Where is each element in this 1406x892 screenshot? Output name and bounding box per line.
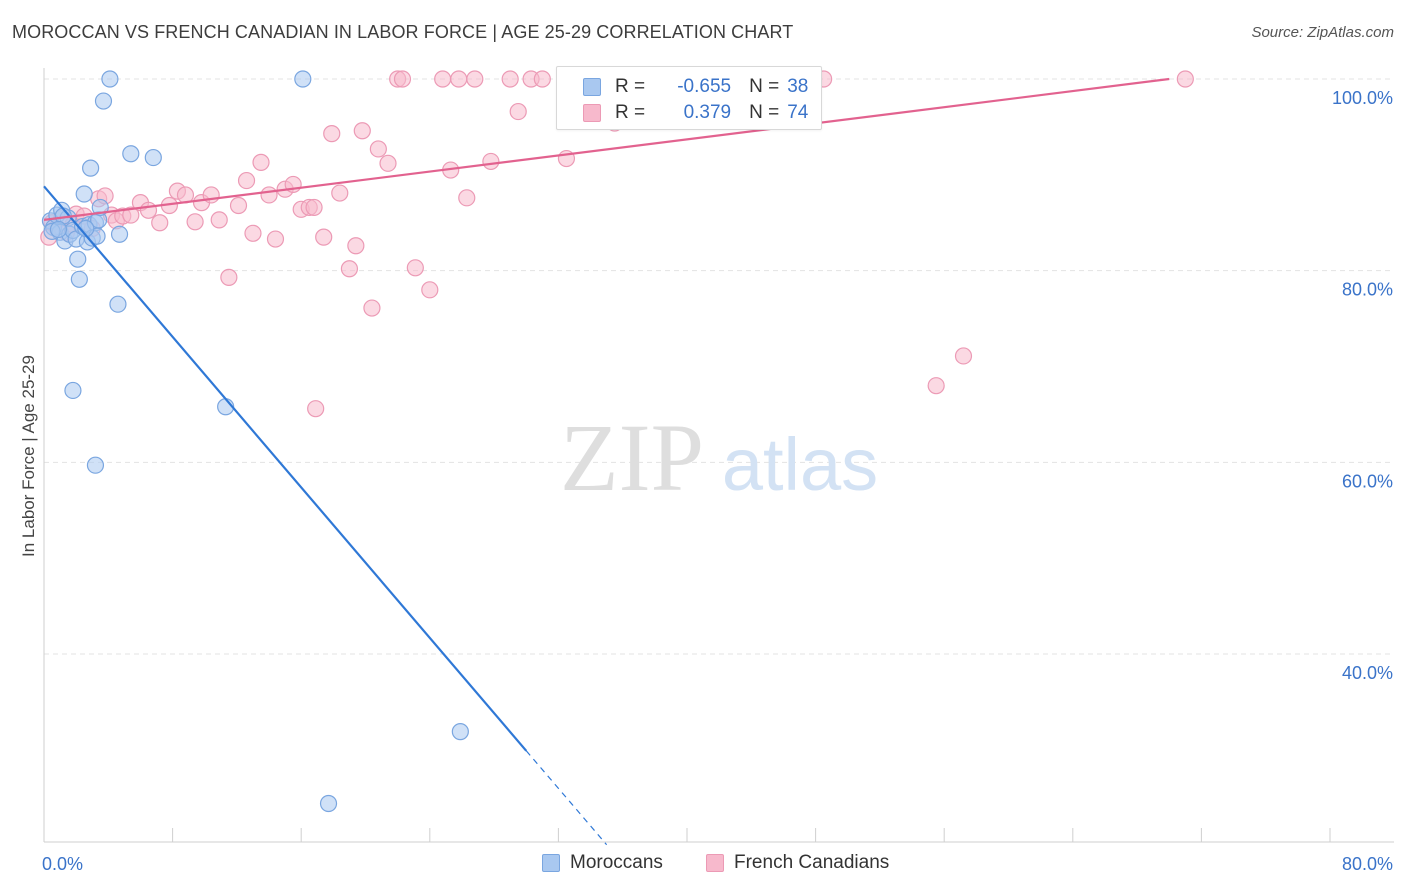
y-tick-label: 60.0% <box>1342 471 1393 491</box>
french-canadians-point <box>307 400 325 418</box>
tick-labels: 40.0% 60.0% 80.0% 100.0% 0.0% 80.0% <box>42 88 1393 874</box>
french-canadians-point <box>323 125 341 143</box>
moroccans-point <box>451 723 469 741</box>
moroccans-point <box>144 148 162 167</box>
moroccans-point <box>86 456 105 474</box>
french-canadians-point <box>927 377 945 395</box>
moroccans-swatch <box>583 78 601 96</box>
moroccans-point <box>49 220 68 239</box>
moroccans-n-value: 38 <box>787 76 809 97</box>
french-canadians-point <box>501 70 519 88</box>
french-canadians-n-value: 74 <box>787 102 809 123</box>
french-canadians-point <box>458 189 476 207</box>
n-label: N = <box>749 102 780 123</box>
moroccans-point <box>82 159 100 177</box>
x-tick-label: 0.0% <box>42 854 83 874</box>
x-tick-label: 80.0% <box>1342 854 1393 874</box>
french-canadians-point <box>210 211 228 229</box>
moroccans-r-value: -0.655 <box>677 76 732 97</box>
moroccans-trend-line <box>43 185 528 752</box>
moroccans-points <box>41 70 469 813</box>
moroccans-point <box>109 295 127 313</box>
french-canadians-point <box>353 122 371 140</box>
moroccans-trend-extension <box>525 750 608 846</box>
moroccans-point <box>69 250 87 268</box>
french-canadians-point <box>266 230 285 248</box>
moroccans-point <box>319 794 338 813</box>
moroccans-point <box>294 70 312 88</box>
n-label: N = <box>749 76 780 97</box>
y-tick-label: 100.0% <box>1332 88 1393 108</box>
french-canadians-point <box>244 224 262 242</box>
french-canadians-point <box>315 228 333 246</box>
watermark: ZIP atlas <box>560 404 878 511</box>
y-tick-label: 40.0% <box>1342 663 1393 683</box>
french-canadians-point <box>509 102 527 121</box>
legend-item-moroccans[interactable]: Moroccans <box>542 852 663 874</box>
french-canadians-point <box>122 206 140 224</box>
french-canadians-point <box>466 70 484 88</box>
gridlines <box>44 78 1394 655</box>
moroccans-legend-swatch <box>542 854 560 872</box>
french-canadians-point <box>406 259 424 277</box>
moroccans-point <box>101 70 119 88</box>
moroccans-point <box>94 92 113 110</box>
french-canadians-point <box>260 186 278 204</box>
french-canadians-point <box>340 260 359 278</box>
watermark-zip: ZIP <box>560 404 704 511</box>
french-canadians-point <box>379 154 397 172</box>
french-canadians-trend-line <box>43 77 1170 221</box>
french-canadians-point <box>450 70 468 88</box>
watermark-atlas: atlas <box>722 423 878 506</box>
french-canadians-point <box>482 152 500 171</box>
series-legend: Moroccans French Canadians <box>0 852 1406 878</box>
correlation-legend: R = -0.655 N = 38 R = 0.379 N = 74 <box>556 66 822 130</box>
french-canadians-point <box>331 184 349 202</box>
french-canadians-point <box>434 70 452 88</box>
french-canadians-point <box>421 281 439 299</box>
french-canadians-point <box>393 70 412 88</box>
moroccans-point <box>122 145 140 163</box>
legend-item-french-canadians[interactable]: French Canadians <box>706 852 889 874</box>
chart-title: MOROCCAN VS FRENCH CANADIAN IN LABOR FOR… <box>12 22 794 42</box>
moroccans-point <box>75 185 93 203</box>
french-canadians-point <box>347 237 365 255</box>
french-canadians-point <box>533 70 551 88</box>
french-canadians-legend-swatch <box>706 854 724 872</box>
french-canadians-point <box>1176 70 1194 88</box>
french-canadians-point <box>151 214 169 232</box>
moroccans-legend-label: Moroccans <box>570 852 663 873</box>
r-label: R = <box>615 102 646 123</box>
french-canadians-point <box>252 153 270 171</box>
y-axis-label: In Labor Force | Age 25-29 <box>19 355 38 557</box>
y-tick-label: 80.0% <box>1342 280 1393 300</box>
french-canadians-point <box>139 201 158 219</box>
source-credit: Source: ZipAtlas.com <box>1251 24 1394 41</box>
french-canadians-point <box>220 268 238 286</box>
legend-row-moroccans: R = -0.655 N = 38 <box>583 74 808 100</box>
trend-lines <box>43 77 1170 846</box>
moroccans-point <box>64 381 82 400</box>
r-label: R = <box>615 76 646 97</box>
axes <box>43 68 1394 843</box>
french-canadians-point <box>954 347 973 365</box>
french-canadians-point <box>305 198 323 217</box>
french-canadians-point <box>229 196 248 215</box>
french-canadians-legend-label: French Canadians <box>734 852 890 873</box>
french-canadians-r-value: 0.379 <box>683 102 732 123</box>
french-canadians-swatch <box>583 104 601 122</box>
french-canadians-point <box>369 140 387 158</box>
french-canadians-point <box>237 171 256 190</box>
moroccans-point <box>70 270 88 288</box>
legend-row-french-canadians: R = 0.379 N = 74 <box>583 100 808 126</box>
french-canadians-point <box>186 213 204 231</box>
moroccans-point <box>110 225 129 243</box>
french-canadians-point <box>363 299 381 317</box>
